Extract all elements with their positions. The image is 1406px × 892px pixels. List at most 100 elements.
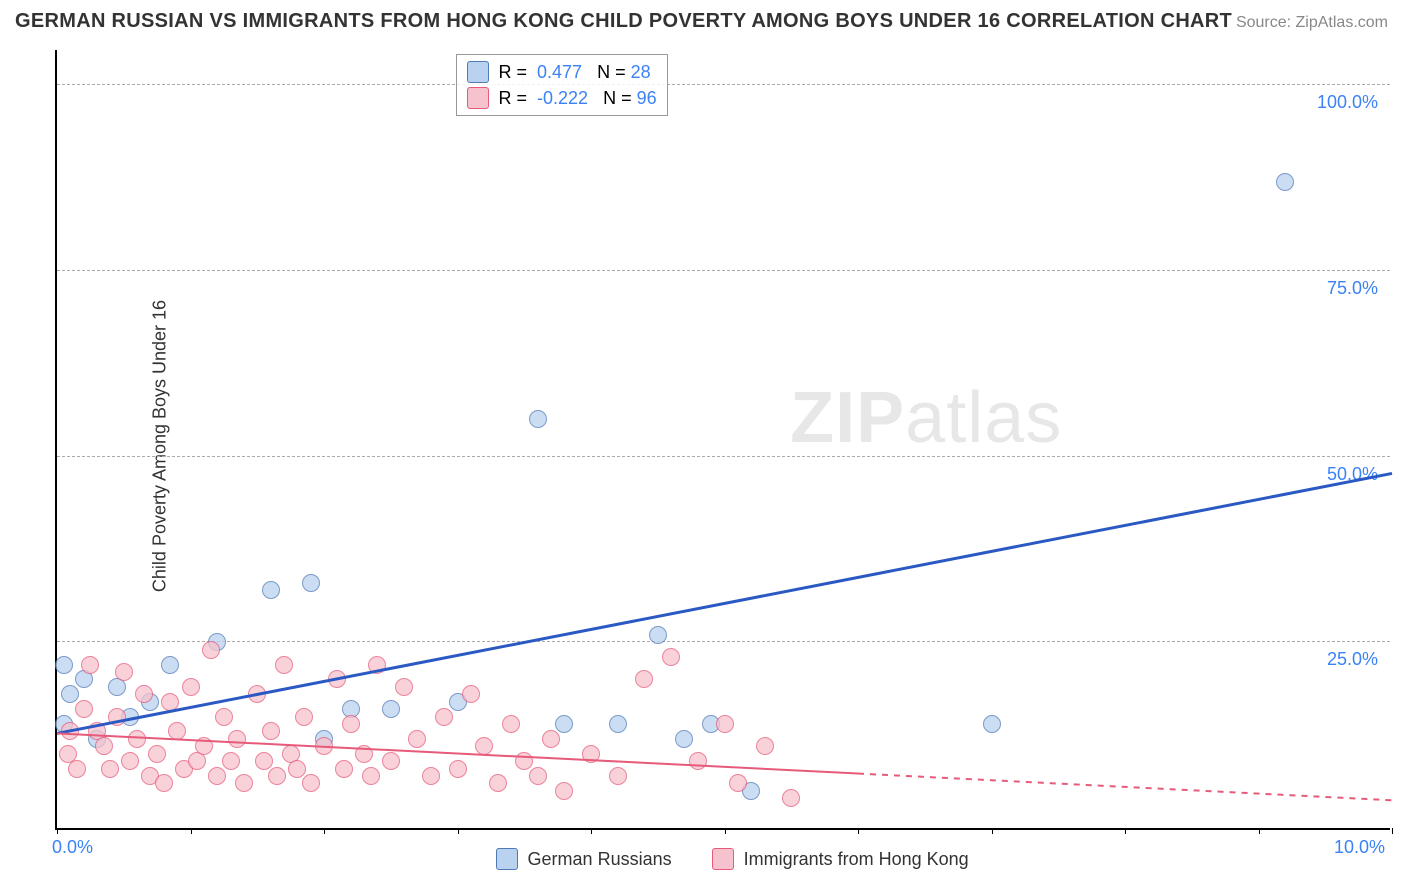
data-point-pink xyxy=(208,767,226,785)
data-point-pink xyxy=(75,700,93,718)
data-point-pink xyxy=(168,722,186,740)
data-point-pink xyxy=(435,708,453,726)
data-point-pink xyxy=(502,715,520,733)
data-point-pink xyxy=(609,767,627,785)
data-point-pink xyxy=(582,745,600,763)
data-point-pink xyxy=(355,745,373,763)
gridline xyxy=(57,641,1390,642)
data-point-pink xyxy=(295,708,313,726)
data-point-pink xyxy=(422,767,440,785)
data-point-pink xyxy=(202,641,220,659)
data-point-blue xyxy=(649,626,667,644)
x-tick xyxy=(324,828,325,834)
x-tick xyxy=(992,828,993,834)
data-point-pink xyxy=(228,730,246,748)
data-point-pink xyxy=(489,774,507,792)
data-point-blue xyxy=(609,715,627,733)
data-point-pink xyxy=(395,678,413,696)
data-point-pink xyxy=(161,693,179,711)
legend-swatch xyxy=(712,848,734,870)
data-point-pink xyxy=(315,737,333,755)
gridline xyxy=(57,270,1390,271)
x-tick xyxy=(725,828,726,834)
data-point-pink xyxy=(255,752,273,770)
data-point-pink xyxy=(68,760,86,778)
gridline xyxy=(57,84,1390,85)
x-tick xyxy=(191,828,192,834)
legend-swatch-pink xyxy=(467,87,489,109)
data-point-blue xyxy=(262,581,280,599)
data-point-pink xyxy=(268,767,286,785)
data-point-pink xyxy=(475,737,493,755)
data-point-pink xyxy=(662,648,680,666)
data-point-pink xyxy=(756,737,774,755)
data-point-pink xyxy=(408,730,426,748)
data-point-blue xyxy=(675,730,693,748)
data-point-pink xyxy=(128,730,146,748)
data-point-pink xyxy=(61,722,79,740)
x-tick-label: 0.0% xyxy=(52,837,93,858)
x-tick xyxy=(858,828,859,834)
data-point-blue xyxy=(55,656,73,674)
legend-stat-blue: R = 0.477 N = 28 xyxy=(499,59,651,85)
data-point-pink xyxy=(222,752,240,770)
data-point-pink xyxy=(288,760,306,778)
data-point-pink xyxy=(115,663,133,681)
y-tick-label: 25.0% xyxy=(1327,649,1378,670)
correlation-legend: R = 0.477 N = 28R = -0.222 N = 96 xyxy=(456,54,668,116)
data-point-pink xyxy=(529,767,547,785)
legend-stat-pink: R = -0.222 N = 96 xyxy=(499,85,657,111)
data-point-blue xyxy=(61,685,79,703)
data-point-pink xyxy=(555,782,573,800)
data-point-blue xyxy=(1276,173,1294,191)
data-point-pink xyxy=(382,752,400,770)
watermark: ZIPatlas xyxy=(790,377,1062,459)
y-tick-label: 100.0% xyxy=(1317,92,1378,113)
data-point-pink xyxy=(635,670,653,688)
data-point-blue xyxy=(555,715,573,733)
legend-swatch xyxy=(496,848,518,870)
data-point-blue xyxy=(529,410,547,428)
x-tick xyxy=(591,828,592,834)
x-tick xyxy=(1392,828,1393,834)
data-point-pink xyxy=(462,685,480,703)
x-tick xyxy=(57,828,58,834)
data-point-pink xyxy=(155,774,173,792)
chart-title: GERMAN RUSSIAN VS IMMIGRANTS FROM HONG K… xyxy=(15,10,1232,33)
data-point-pink xyxy=(121,752,139,770)
data-point-pink xyxy=(108,708,126,726)
data-point-blue xyxy=(302,574,320,592)
legend-label: German Russians xyxy=(528,849,672,870)
trend-lines xyxy=(57,50,1392,830)
data-point-pink xyxy=(215,708,233,726)
data-point-pink xyxy=(81,656,99,674)
scatter-plot-area: ZIPatlas 25.0%50.0%75.0%100.0%0.0%10.0% xyxy=(55,50,1390,830)
data-point-blue xyxy=(983,715,1001,733)
y-tick-label: 50.0% xyxy=(1327,464,1378,485)
x-tick-label: 10.0% xyxy=(1334,837,1385,858)
data-point-blue xyxy=(382,700,400,718)
data-point-pink xyxy=(302,774,320,792)
x-tick xyxy=(1259,828,1260,834)
data-point-pink xyxy=(542,730,560,748)
data-point-pink xyxy=(101,760,119,778)
data-point-pink xyxy=(368,656,386,674)
data-point-pink xyxy=(95,737,113,755)
data-point-pink xyxy=(248,685,266,703)
x-tick xyxy=(1125,828,1126,834)
data-point-pink xyxy=(782,789,800,807)
data-point-pink xyxy=(262,722,280,740)
data-point-blue xyxy=(161,656,179,674)
data-point-pink xyxy=(716,715,734,733)
series-legend: German Russians Immigrants from Hong Kong xyxy=(496,848,969,870)
data-point-pink xyxy=(729,774,747,792)
data-point-pink xyxy=(235,774,253,792)
data-point-pink xyxy=(275,656,293,674)
data-point-pink xyxy=(335,760,353,778)
data-point-pink xyxy=(515,752,533,770)
data-point-pink xyxy=(328,670,346,688)
data-point-pink xyxy=(182,678,200,696)
data-point-pink xyxy=(195,737,213,755)
legend-label: Immigrants from Hong Kong xyxy=(744,849,969,870)
data-point-pink xyxy=(135,685,153,703)
